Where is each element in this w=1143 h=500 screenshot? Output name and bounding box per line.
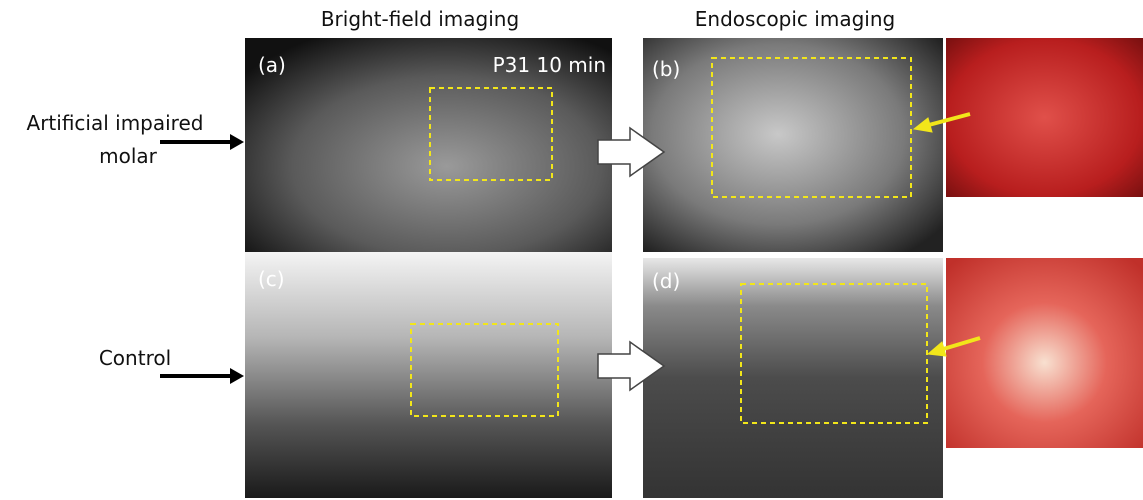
panel-label: (a) [258,53,286,77]
figure: Bright-field imaging Endoscopic imaging … [0,0,1143,500]
image-panel [643,258,943,498]
row-label: Control [99,346,171,370]
photo-panel [946,38,1143,197]
photo-panel [946,258,1143,448]
panel-note: P31 10 min [493,53,606,77]
column-header: Bright-field imaging [321,7,519,31]
row-label: molar [99,144,158,168]
column-header: Endoscopic imaging [695,7,895,31]
panel-label: (d) [652,269,680,293]
row-arrow [160,134,244,384]
image-panel [245,252,612,498]
panel-label: (c) [258,267,285,291]
row-label: Artificial impaired [27,111,204,135]
panel-label: (b) [652,57,680,81]
image-panel [643,38,943,252]
